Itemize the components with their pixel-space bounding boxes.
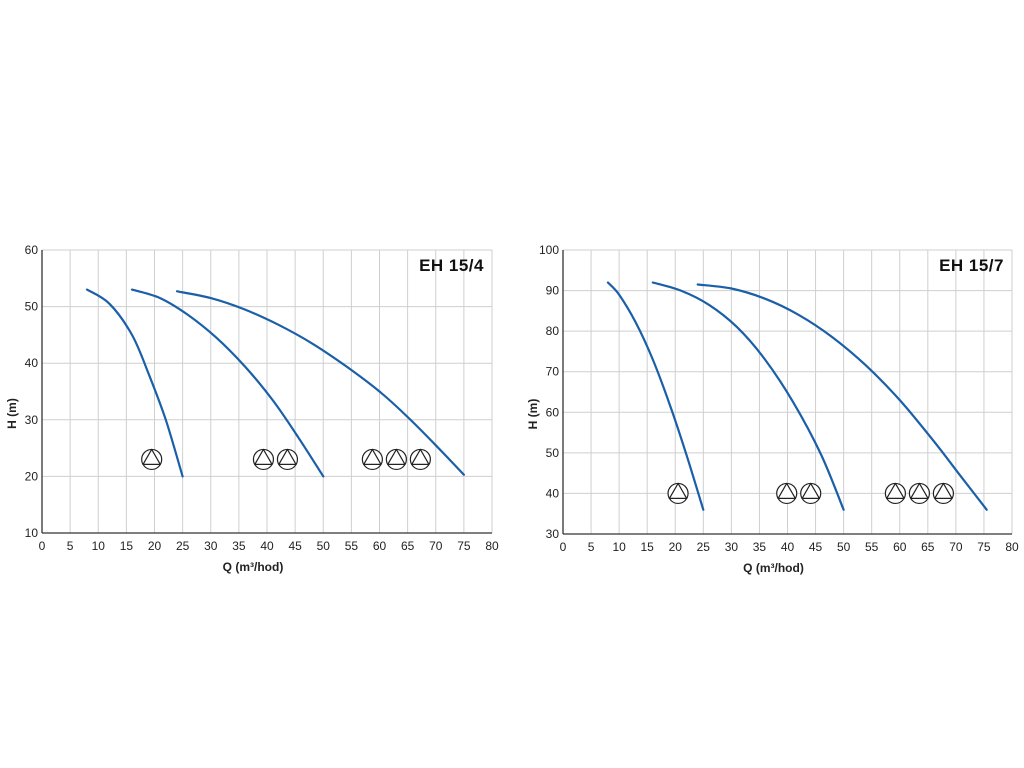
y-tick-label: 40 xyxy=(25,356,39,370)
pump-curve-3 xyxy=(175,290,465,476)
pump-triangle-2-1 xyxy=(254,448,273,465)
x-tick-label: 75 xyxy=(457,539,471,553)
pump-triangle-3-2 xyxy=(910,482,929,499)
y-axis-label: H (m) xyxy=(5,398,19,429)
y-tick-label: 20 xyxy=(25,469,39,483)
pump-circle-2-2 xyxy=(276,448,299,471)
pump-curve-1 xyxy=(606,281,705,511)
pump-triangle-3-2 xyxy=(387,448,406,465)
chart-title: EH 15/7 xyxy=(939,256,1004,275)
pump-triangle-3-3 xyxy=(411,448,430,465)
pump-triangle-1-1 xyxy=(142,448,161,465)
y-tick-label: 10 xyxy=(25,526,39,540)
x-tick-label: 65 xyxy=(401,539,415,553)
x-tick-label: 70 xyxy=(429,539,443,553)
pump-circle-1-1 xyxy=(141,448,163,471)
x-tick-label: 30 xyxy=(725,540,739,554)
y-tick-label: 90 xyxy=(546,284,560,298)
x-tick-label: 60 xyxy=(373,539,387,553)
x-tick-label: 40 xyxy=(260,539,274,553)
x-tick-label: 10 xyxy=(92,539,106,553)
pump-circle-2-1 xyxy=(252,448,275,471)
x-tick-label: 15 xyxy=(641,540,655,554)
y-tick-label: 50 xyxy=(25,300,39,314)
pump-triangle-3-3 xyxy=(934,482,953,499)
x-axis-label: Q (m³/hod) xyxy=(223,560,284,574)
pump-curve-3 xyxy=(696,283,988,511)
y-tick-label: 100 xyxy=(539,243,559,257)
y-axis-label: H (m) xyxy=(526,399,540,430)
chart-panel-1: 0 5 10 15 20 25 30 35 40 45 50 55 60 65 70 75 80 10 20 30 40… xyxy=(5,243,499,574)
pump-curve-2 xyxy=(651,281,845,511)
x-tick-label: 40 xyxy=(781,540,795,554)
pump-curve-2 xyxy=(130,288,325,478)
pump-circle-3-3 xyxy=(409,448,431,471)
x-tick-label: 45 xyxy=(809,540,823,554)
x-tick-label: 80 xyxy=(485,539,499,553)
chart-panel-2: 0 5 10 15 20 25 30 35 40 45 50 55 60 65 70 75 80 30 40 50 60… xyxy=(526,243,1019,575)
pump-triangle-3-1 xyxy=(886,482,905,499)
pump-circle-2-2 xyxy=(800,482,822,505)
x-tick-label: 30 xyxy=(204,539,218,553)
x-tick-label: 65 xyxy=(921,540,935,554)
pump-circle-3-2 xyxy=(385,448,407,471)
y-tick-label: 30 xyxy=(25,413,39,427)
x-tick-label: 25 xyxy=(697,540,711,554)
y-tick-label: 80 xyxy=(546,324,560,338)
pump-circle-3-1 xyxy=(361,448,383,471)
x-tick-label: 20 xyxy=(669,540,683,554)
x-tick-label: 25 xyxy=(176,539,190,553)
x-tick-label: 75 xyxy=(977,540,991,554)
x-tick-label: 80 xyxy=(1005,540,1019,554)
x-tick-label: 55 xyxy=(865,540,879,554)
x-axis-label: Q (m³/hod) xyxy=(743,561,804,575)
pump-triangle-1-1 xyxy=(668,482,688,499)
y-tick-label: 60 xyxy=(546,405,560,419)
x-tick-label: 45 xyxy=(288,539,302,553)
pump-circle-2-1 xyxy=(776,482,798,505)
x-tick-label: 50 xyxy=(317,539,331,553)
x-tick-label: 20 xyxy=(148,539,162,553)
y-tick-label: 60 xyxy=(25,243,39,257)
pump-circle-1-1 xyxy=(667,482,689,505)
pump-triangle-3-1 xyxy=(363,448,382,465)
x-tick-label: 70 xyxy=(949,540,963,554)
pump-circle-3-3 xyxy=(932,482,954,505)
chart-title: EH 15/4 xyxy=(419,256,484,275)
x-tick-label: 15 xyxy=(120,539,134,553)
x-tick-label: 5 xyxy=(588,540,595,554)
x-tick-label: 60 xyxy=(893,540,907,554)
x-tick-label: 0 xyxy=(560,540,567,554)
pump-circle-3-1 xyxy=(884,482,906,505)
x-tick-label: 50 xyxy=(837,540,851,554)
x-tick-label: 55 xyxy=(345,539,359,553)
pump-triangle-2-2 xyxy=(801,482,821,499)
x-tick-label: 10 xyxy=(612,540,626,554)
x-tick-label: 0 xyxy=(39,539,46,553)
pump-triangle-2-2 xyxy=(278,448,297,465)
y-tick-label: 40 xyxy=(546,486,560,500)
x-tick-label: 5 xyxy=(67,539,74,553)
pump-circle-3-2 xyxy=(908,482,930,505)
y-tick-label: 70 xyxy=(546,365,560,379)
x-tick-label: 35 xyxy=(753,540,767,554)
y-tick-label: 50 xyxy=(546,446,560,460)
y-tick-label: 30 xyxy=(546,527,560,541)
x-tick-label: 35 xyxy=(232,539,246,553)
pump-triangle-2-1 xyxy=(777,482,797,499)
pump-curve-1 xyxy=(85,288,184,478)
